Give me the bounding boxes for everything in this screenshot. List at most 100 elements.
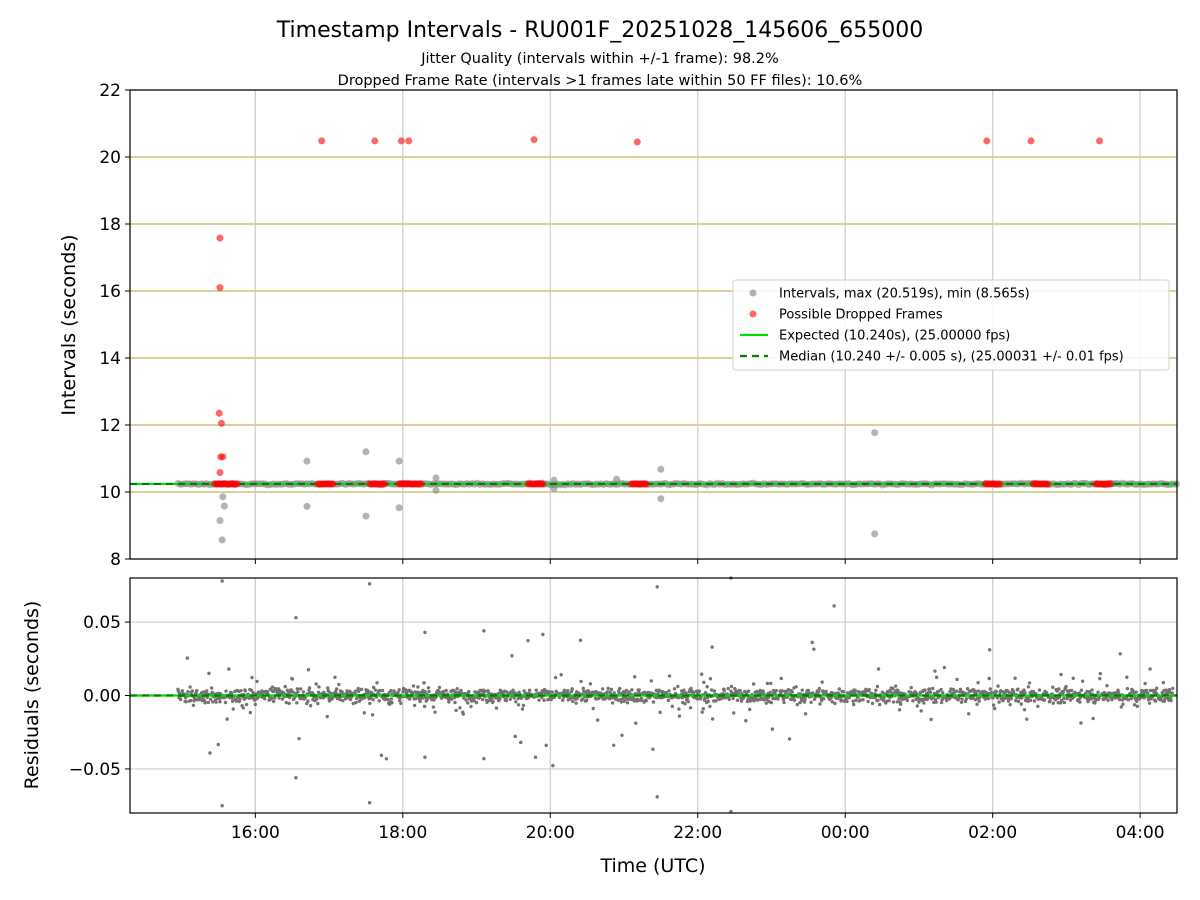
residual-point xyxy=(197,697,202,702)
residual-point xyxy=(553,675,558,680)
residual-point xyxy=(423,755,427,759)
residual-point xyxy=(676,684,680,689)
residual-point xyxy=(241,706,245,710)
residual-point xyxy=(959,700,964,705)
residual-point xyxy=(584,698,589,703)
residual-point xyxy=(459,688,463,693)
residual-point xyxy=(810,640,814,645)
residual-point xyxy=(1126,698,1131,702)
residual-point xyxy=(1086,699,1090,704)
x-tick-label: 00:00 xyxy=(821,823,870,843)
residual-point xyxy=(301,690,306,694)
residual-point xyxy=(830,700,834,704)
residual-point xyxy=(566,688,570,693)
residual-point xyxy=(1071,676,1075,680)
residual-point xyxy=(1134,690,1138,694)
residual-point xyxy=(375,681,379,685)
residual-point xyxy=(541,632,545,637)
residual-point xyxy=(255,679,259,684)
intervals-ylabel: Intervals (seconds) xyxy=(58,234,80,415)
intervals-frame xyxy=(129,89,1178,560)
residual-point xyxy=(967,712,971,716)
residual-point xyxy=(1069,688,1074,693)
residual-point xyxy=(787,737,792,741)
residual-point xyxy=(1119,705,1124,709)
y-tick-label: −0.05 xyxy=(69,760,121,780)
residual-point xyxy=(928,690,933,694)
residual-point xyxy=(1078,695,1083,700)
residual-point xyxy=(1125,686,1130,691)
residual-point xyxy=(271,699,276,704)
residual-point xyxy=(513,734,517,739)
residual-point xyxy=(307,686,312,690)
dropped-frame-point xyxy=(1027,137,1035,145)
residual-point xyxy=(1098,676,1102,681)
residual-point xyxy=(490,696,494,701)
residual-point xyxy=(806,688,811,693)
residual-point xyxy=(992,706,997,711)
residual-point xyxy=(298,687,303,691)
residual-point xyxy=(390,701,394,705)
y-tick-label: 22 xyxy=(99,81,121,101)
residual-point xyxy=(625,701,630,705)
y-tick-label: 20 xyxy=(99,148,121,168)
residual-point xyxy=(845,699,849,704)
residual-point xyxy=(227,667,231,671)
residual-point xyxy=(630,688,634,692)
residual-point xyxy=(220,803,224,808)
residual-point xyxy=(709,688,714,692)
residual-point xyxy=(1051,701,1056,705)
interval-point xyxy=(219,493,227,501)
residual-point xyxy=(622,699,626,703)
residual-point xyxy=(974,689,978,694)
interval-point xyxy=(550,485,558,493)
residual-point xyxy=(975,702,979,706)
residual-point xyxy=(431,705,436,709)
intervals-axes: 8 10 12 14 16 18 20 22 xyxy=(99,81,1178,570)
residual-point xyxy=(229,691,234,695)
residual-point xyxy=(178,697,183,702)
residual-point xyxy=(452,695,457,700)
residual-point xyxy=(370,713,375,717)
chart-title: Timestamp Intervals - RU001F_20251028_14… xyxy=(276,18,923,43)
residuals-ylabel: Residuals (seconds) xyxy=(21,601,43,790)
residual-point xyxy=(627,690,631,694)
residual-point xyxy=(340,690,344,694)
residual-point xyxy=(377,699,381,703)
residual-point xyxy=(269,696,274,700)
residual-point xyxy=(483,689,488,693)
residual-point xyxy=(537,698,541,702)
residual-point xyxy=(1091,716,1095,721)
residual-point xyxy=(184,700,188,704)
legend-label: Possible Dropped Frames xyxy=(779,308,943,323)
dropped-frame-point xyxy=(405,137,413,145)
residual-point xyxy=(384,757,389,761)
residual-point xyxy=(710,717,715,721)
residual-point xyxy=(765,681,770,686)
residual-point xyxy=(338,697,342,702)
residual-point xyxy=(423,689,427,694)
residual-point xyxy=(447,700,451,704)
residual-point xyxy=(729,809,733,814)
residual-point xyxy=(427,689,431,694)
residual-point xyxy=(803,712,808,716)
residual-point xyxy=(1089,696,1094,701)
residual-point xyxy=(432,698,436,702)
residual-point xyxy=(1148,667,1152,671)
residual-point xyxy=(1061,690,1065,694)
residual-point xyxy=(1145,688,1149,693)
residual-point xyxy=(651,747,655,751)
residual-point xyxy=(464,698,468,702)
residuals-plot: −0.05 0.00 0.05 16:00 18:00 20:00 22:00 00:00 02… xyxy=(21,576,1178,877)
residual-point xyxy=(504,698,509,703)
dropped-frame-point xyxy=(642,480,650,488)
y-tick-label: 14 xyxy=(99,349,121,369)
residual-point xyxy=(1025,717,1029,721)
residual-point xyxy=(379,753,384,758)
residual-point xyxy=(188,698,193,703)
residual-point xyxy=(1118,652,1122,656)
residual-point xyxy=(190,689,195,693)
residual-point xyxy=(520,707,525,711)
residual-point xyxy=(817,686,822,691)
residual-point xyxy=(758,688,762,693)
